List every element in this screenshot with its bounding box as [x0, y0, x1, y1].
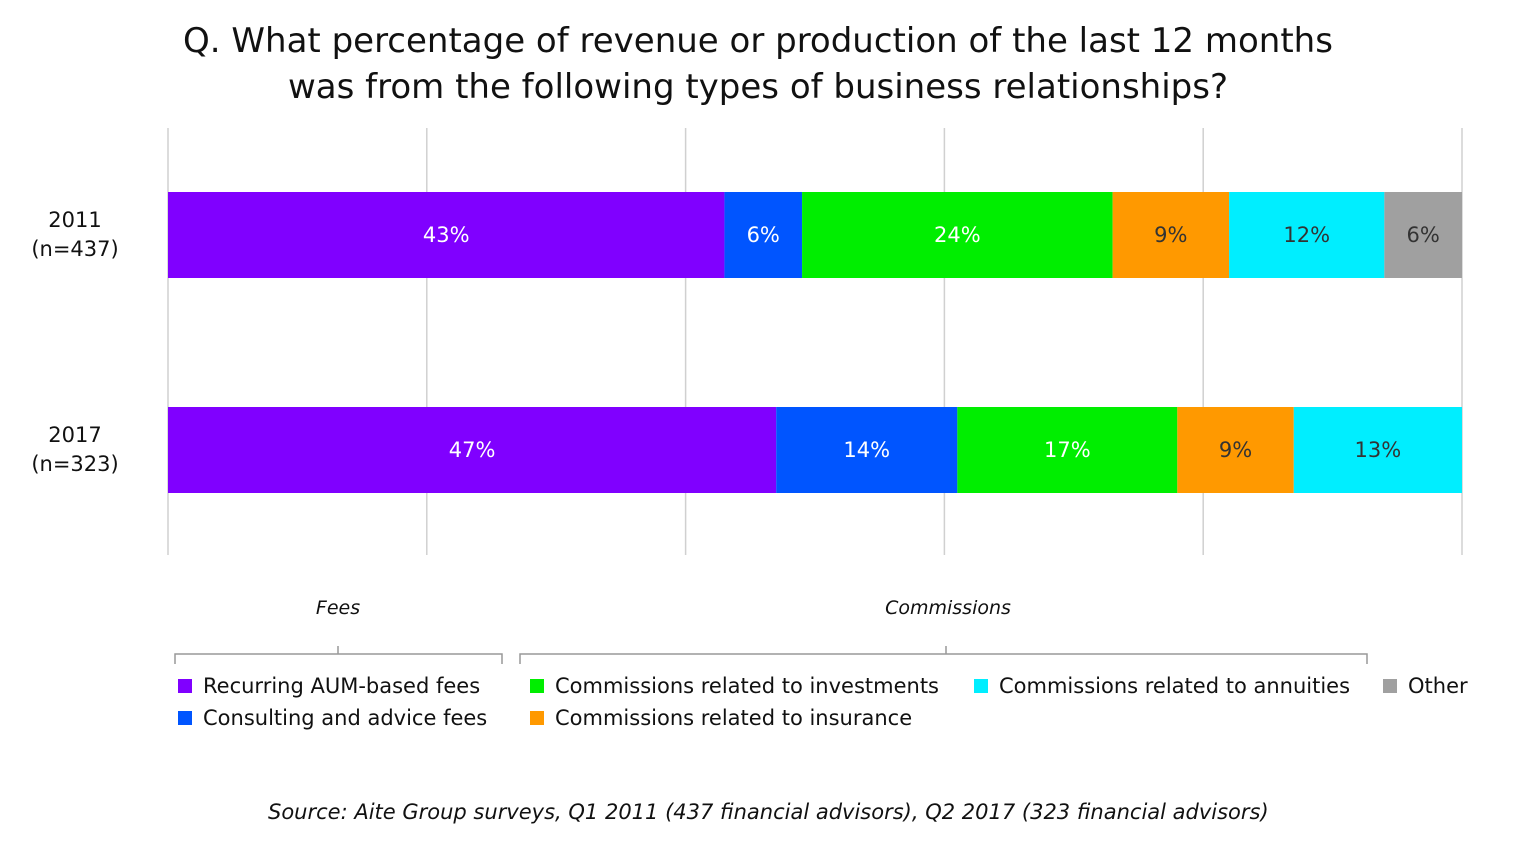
legend-label: Other — [1408, 674, 1468, 698]
legend-swatch — [530, 679, 544, 693]
data-label: 24% — [934, 223, 981, 247]
data-label: 6% — [747, 223, 780, 247]
data-label: 17% — [1044, 438, 1091, 462]
bar-segment — [168, 407, 777, 493]
bar-segment — [1112, 192, 1230, 278]
data-label: 9% — [1219, 438, 1252, 462]
legend-swatch — [1383, 679, 1397, 693]
bar-segment — [802, 192, 1113, 278]
data-label: 9% — [1154, 223, 1187, 247]
bar-segment — [776, 407, 958, 493]
y-tick-label: 2017 (n=323) — [31, 423, 119, 476]
data-label: 12% — [1283, 223, 1330, 247]
data-label: 43% — [423, 223, 470, 247]
legend-label: Commissions related to annuities — [999, 674, 1350, 698]
bar-segment — [957, 407, 1178, 493]
group-label: Fees — [315, 597, 361, 619]
fees-bracket — [174, 646, 503, 664]
source-note: Source: Aite Group surveys, Q1 2011 (437… — [268, 800, 1269, 824]
group-label: Commissions — [885, 597, 1011, 619]
commissions-bracket — [519, 646, 1368, 664]
legend-swatch — [530, 711, 544, 725]
bar-segment — [168, 192, 725, 278]
bar-segment — [1384, 192, 1462, 278]
bar-segment — [724, 192, 803, 278]
bar-segment — [1293, 407, 1462, 493]
chart-title: Q. What percentage of revenue or product… — [183, 21, 1333, 107]
legend-swatch — [974, 679, 988, 693]
data-label: 6% — [1407, 223, 1440, 247]
legend-label: Consulting and advice fees — [203, 706, 487, 730]
y-tick-label: 2011 (n=437) — [31, 208, 119, 261]
bar-segment — [1177, 407, 1294, 493]
legend-label: Commissions related to insurance — [555, 706, 912, 730]
data-label: 14% — [843, 438, 890, 462]
legend-swatch — [178, 679, 192, 693]
data-label: 47% — [449, 438, 496, 462]
legend-label: Commissions related to investments — [555, 674, 939, 698]
legend-label: Recurring AUM-based fees — [203, 674, 480, 698]
legend-swatch — [178, 711, 192, 725]
bar-segment — [1229, 192, 1385, 278]
data-label: 13% — [1355, 438, 1402, 462]
